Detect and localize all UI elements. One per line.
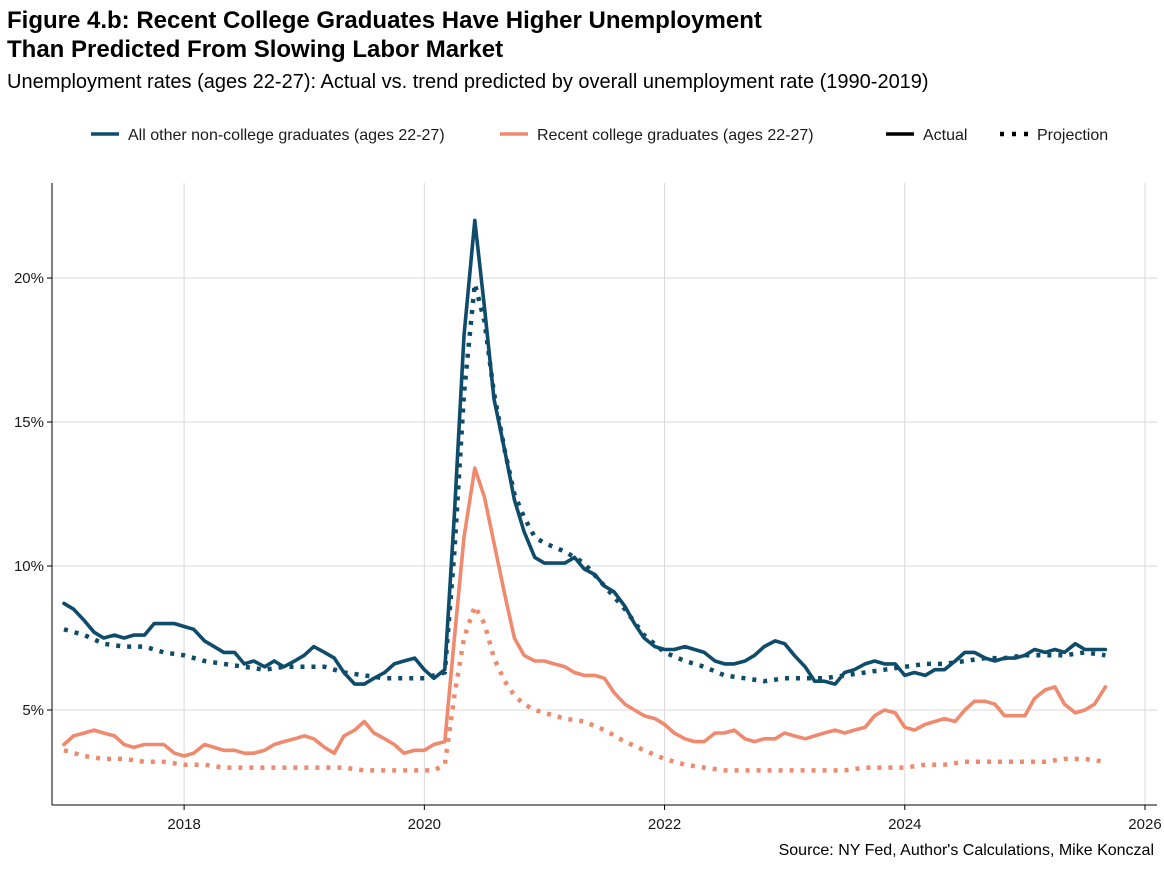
series-lines bbox=[62, 218, 1108, 773]
legend-projection: Projection bbox=[1000, 127, 1108, 144]
x-tick-label: 2018 bbox=[167, 816, 200, 833]
noncollege-grads-actual-line bbox=[62, 218, 1108, 686]
college-grads-actual-line bbox=[62, 466, 1108, 758]
chart-title-line1: Figure 4.b: Recent College Graduates Hav… bbox=[7, 7, 762, 34]
college-grads-projection-line bbox=[63, 604, 1106, 773]
chart-title: Figure 4.b: Recent College Graduates Hav… bbox=[7, 6, 1157, 64]
source-note: Source: NY Fed, Author's Calculations, M… bbox=[778, 842, 1154, 859]
grid-lines bbox=[52, 183, 1157, 805]
noncollege-grads-projection-line bbox=[63, 281, 1106, 684]
legend-projection-label: Projection bbox=[1037, 127, 1108, 144]
legend-college-label: Recent college graduates (ages 22-27) bbox=[537, 127, 814, 144]
y-tick-label: 5% bbox=[22, 702, 44, 719]
chart-subtitle: Unemployment rates (ages 22-27): Actual … bbox=[7, 71, 929, 93]
x-tick-label: 2024 bbox=[888, 816, 921, 833]
legend: All other non-college graduates (ages 22… bbox=[91, 127, 1108, 144]
x-tick-label: 2022 bbox=[648, 816, 681, 833]
y-tick-label: 15% bbox=[14, 414, 44, 431]
chart-title-line2: Than Predicted From Slowing Labor Market bbox=[7, 36, 504, 63]
legend-college: Recent college graduates (ages 22-27) bbox=[500, 127, 814, 144]
y-tick-label: 10% bbox=[14, 558, 44, 575]
legend-noncollege: All other non-college graduates (ages 22… bbox=[91, 127, 445, 144]
axes: 5% 10% 15% 20% 2018 2020 2022 2024 2026 bbox=[14, 183, 1162, 833]
x-tick-label: 2026 bbox=[1128, 816, 1161, 833]
x-tick-label: 2020 bbox=[408, 816, 441, 833]
legend-actual: Actual bbox=[886, 127, 967, 144]
legend-noncollege-label: All other non-college graduates (ages 22… bbox=[128, 127, 445, 144]
y-tick-label: 20% bbox=[14, 270, 44, 287]
legend-actual-label: Actual bbox=[923, 127, 967, 144]
